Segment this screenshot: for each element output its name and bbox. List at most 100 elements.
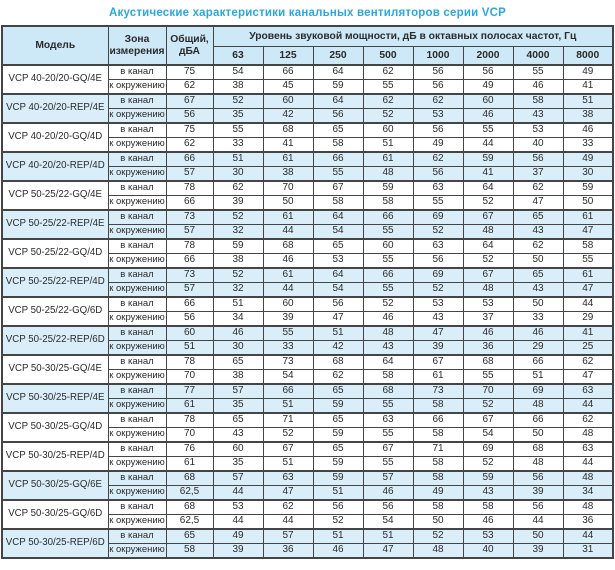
band-value: 55 (412, 195, 464, 211)
band-value: 41 (262, 137, 314, 153)
column-header-octave-bands: Уровень звуковой мощности, дБ в октавных… (212, 25, 614, 47)
table-row-to-surroundings: к окружению 57 32 44 54 55 52 48 43 47 (2, 282, 614, 298)
band-value: 64 (312, 267, 364, 283)
band-value: 47 (562, 282, 614, 298)
model-cell: VCP 50-25/22-REP/4D (1, 267, 109, 298)
band-value: 52 (362, 108, 414, 124)
total-dba-value: 75 (165, 64, 214, 80)
band-value: 64 (312, 93, 364, 109)
zone-label-to-surroundings: к окружению (107, 253, 167, 269)
band-value: 63 (412, 180, 464, 196)
zone-label-to-surroundings: к окружению (107, 543, 167, 559)
band-value: 43 (512, 108, 564, 124)
table-row-in-duct: VCP 50-25/22-GQ/4E в канал 78 62 70 67 59 63 64 6… (1, 180, 614, 211)
band-value: 62 (512, 180, 564, 196)
band-value: 43 (412, 311, 464, 327)
band-value: 32 (212, 224, 264, 240)
band-value: 49 (462, 79, 514, 95)
band-value: 58 (462, 499, 514, 515)
band-value: 44 (562, 296, 614, 312)
band-value: 57 (212, 470, 264, 486)
band-value: 69 (412, 209, 464, 225)
band-value: 58 (412, 456, 464, 472)
band-value: 65 (312, 122, 364, 138)
band-value: 53 (412, 296, 464, 312)
band-value: 59 (312, 470, 364, 486)
column-header-freq-63: 63 (212, 46, 264, 66)
model-cell: VCP 50-25/22-REP/6D (1, 325, 109, 356)
band-value: 51 (212, 151, 264, 167)
band-value: 51 (562, 93, 614, 109)
band-value: 50 (512, 253, 564, 269)
band-value: 30 (212, 340, 264, 356)
table-row-in-duct: VCP 50-30/25-REP/4E в канал 77 57 66 65 68 73 70… (1, 383, 614, 414)
band-value: 46 (512, 325, 564, 341)
total-dba-value: 68 (165, 499, 214, 515)
total-dba-value: 56 (165, 108, 214, 124)
band-value: 25 (562, 340, 614, 356)
band-value: 56 (412, 122, 464, 138)
band-value: 66 (362, 209, 414, 225)
band-value: 31 (562, 543, 614, 559)
band-value: 60 (462, 93, 514, 109)
band-value: 66 (362, 267, 414, 283)
band-value: 55 (362, 79, 414, 95)
zone-label-in-duct: в канал (107, 528, 167, 544)
band-value: 58 (412, 470, 464, 486)
band-value: 39 (212, 195, 264, 211)
band-value: 59 (362, 180, 414, 196)
band-value: 49 (412, 485, 464, 501)
table-row-in-duct: VCP 50-30/25-GQ/6D в канал 68 53 62 56 56 58 58 5… (1, 499, 614, 530)
table-row-in-duct: VCP 50-25/22-GQ/6D в канал 66 51 60 56 52 53 53 5… (1, 296, 614, 327)
band-value: 53 (412, 108, 464, 124)
band-value: 51 (312, 485, 364, 501)
zone-label-in-duct: в канал (107, 238, 167, 254)
band-value: 48 (512, 456, 564, 472)
table-row-in-duct: VCP 50-25/22-REP/4E в канал 73 52 61 64 66 69 67… (1, 209, 614, 240)
zone-label-in-duct: в канал (107, 499, 167, 515)
band-value: 58 (412, 499, 464, 515)
band-value: 58 (362, 195, 414, 211)
band-value: 48 (562, 499, 614, 515)
band-value: 70 (262, 180, 314, 196)
table-row-in-duct: VCP 40-20/20-GQ/4E в канал 75 54 66 64 62 56 56 5… (1, 64, 614, 95)
band-value: 65 (312, 238, 364, 254)
zone-label-in-duct: в канал (107, 151, 167, 167)
band-value: 53 (462, 296, 514, 312)
column-header-zone: Зона измерения (107, 25, 167, 66)
band-value: 53 (512, 122, 564, 138)
band-value: 51 (362, 528, 414, 544)
band-value: 46 (562, 122, 614, 138)
model-cell: VCP 50-30/25-GQ/4E (1, 354, 109, 385)
model-cell: VCP 50-30/25-GQ/4D (1, 412, 109, 443)
total-dba-value: 62,5 (165, 485, 214, 501)
zone-label-to-surroundings: к окружению (107, 79, 167, 95)
band-value: 64 (462, 180, 514, 196)
band-value: 54 (262, 369, 314, 385)
band-value: 50 (512, 296, 564, 312)
table-row-in-duct: VCP 40-20/20-REP/4E в канал 67 52 60 64 62 62 60… (1, 93, 614, 124)
band-value: 44 (262, 224, 314, 240)
band-value: 44 (262, 282, 314, 298)
band-value: 50 (562, 195, 614, 211)
band-value: 35 (212, 456, 264, 472)
band-value: 43 (212, 427, 264, 443)
total-dba-value: 66 (165, 253, 214, 269)
band-value: 40 (462, 543, 514, 559)
zone-label-to-surroundings: к окружению (107, 166, 167, 182)
total-dba-value: 73 (165, 209, 214, 225)
column-header-freq-8000: 8000 (562, 46, 614, 66)
band-value: 62 (562, 354, 614, 370)
band-value: 49 (562, 151, 614, 167)
band-value: 56 (412, 166, 464, 182)
total-dba-value: 58 (165, 543, 214, 559)
band-value: 61 (412, 369, 464, 385)
band-value: 52 (412, 282, 464, 298)
band-value: 62 (412, 151, 464, 167)
band-value: 59 (312, 79, 364, 95)
band-value: 52 (312, 514, 364, 530)
band-value: 46 (362, 485, 414, 501)
band-value: 47 (562, 369, 614, 385)
band-value: 30 (562, 166, 614, 182)
total-dba-value: 70 (165, 427, 214, 443)
